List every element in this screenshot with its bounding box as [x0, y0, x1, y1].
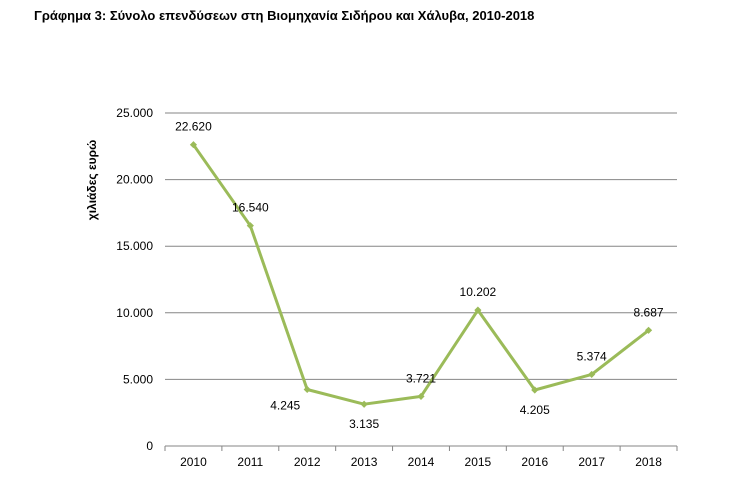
y-tick-label: 20.000	[116, 173, 153, 187]
x-tick-label: 2013	[351, 455, 378, 469]
data-label: 22.620	[175, 120, 212, 134]
data-label: 10.202	[460, 285, 497, 299]
data-label: 8.687	[634, 305, 664, 319]
y-tick-label: 15.000	[116, 239, 153, 253]
x-tick-label: 2010	[180, 455, 207, 469]
y-tick-label: 0	[146, 439, 153, 453]
x-tick-label: 2012	[294, 455, 321, 469]
data-point-marker	[303, 385, 311, 394]
data-label: 5.374	[577, 349, 607, 363]
x-tick-label: 2011	[237, 455, 263, 469]
data-label: 3.135	[349, 417, 379, 431]
data-point-marker	[360, 400, 368, 408]
data-point-marker	[246, 222, 254, 230]
y-axis-label: χιλιάδες ευρώ	[85, 140, 99, 220]
data-label: 16.540	[232, 201, 269, 215]
x-tick-label: 2016	[521, 455, 548, 469]
data-point-marker	[417, 392, 425, 401]
y-axis-tick-labels: 0 5.000 10.000 15.000 20.000 25.000	[116, 106, 153, 453]
y-tick-label: 10.000	[116, 306, 153, 320]
x-tick-label: 2015	[465, 455, 492, 469]
data-point-marker	[588, 370, 596, 379]
data-label: 3.721	[406, 371, 436, 385]
data-label: 4.245	[270, 398, 300, 412]
x-axis-tick-labels: 2010 2011 2012 2013 2014 2015 2016 2017 2018	[180, 455, 662, 469]
data-point-marker	[189, 141, 198, 149]
data-point-marker	[531, 386, 539, 394]
series-line	[191, 143, 651, 406]
chart-title: Γράφημα 3: Σύνολο επενδύσεων στη Βιομηχα…	[34, 8, 535, 23]
y-tick-label: 5.000	[123, 372, 153, 386]
data-label: 4.205	[520, 403, 550, 417]
y-tick-label: 25.000	[116, 106, 153, 120]
data-point-marker	[474, 306, 482, 314]
data-labels: 22.620 16.540 4.245 3.135 3.721 10.202 4.205 5.…	[175, 120, 664, 432]
x-tick-label: 2017	[578, 455, 605, 469]
x-tick-label: 2014	[408, 455, 435, 469]
x-axis	[164, 445, 678, 451]
data-points	[189, 141, 653, 408]
gridlines	[165, 112, 677, 380]
data-point-marker	[644, 326, 653, 334]
x-tick-label: 2018	[635, 455, 662, 469]
